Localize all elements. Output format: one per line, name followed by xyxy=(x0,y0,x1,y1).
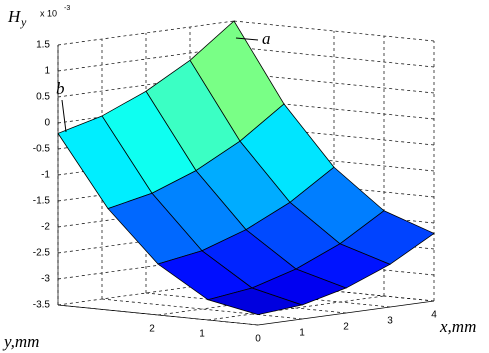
x-tick-label: 0 xyxy=(255,334,261,345)
z-tick-label: -1.5 xyxy=(33,196,51,207)
y-label: y,mm xyxy=(2,332,39,351)
z-tick-label: -3 xyxy=(41,274,50,285)
exponent-base: x 10 xyxy=(40,8,57,18)
z-tick-label: 0 xyxy=(44,118,50,129)
y-tick-label: 2 xyxy=(149,324,155,335)
x-tick-label: 3 xyxy=(387,316,393,327)
z-tick-label: 0.5 xyxy=(36,92,50,103)
surface-patch xyxy=(206,287,304,316)
labels: H y x 10 -3 x,mm y,mm a b xyxy=(2,5,476,351)
z-tick-label: 1.5 xyxy=(36,40,50,51)
z-tick-label: -0.5 xyxy=(33,144,51,155)
z-tick-label: 1 xyxy=(44,66,50,77)
annotation-leader xyxy=(61,99,67,133)
x-tick-label: 4 xyxy=(431,310,437,321)
x-tick-label: 1 xyxy=(299,328,305,339)
z-label-sub: y xyxy=(20,15,27,29)
z-label: H xyxy=(7,7,22,26)
y-tick-label: 1 xyxy=(199,329,205,340)
z-tick-label: -2.5 xyxy=(33,248,51,259)
z-tick-label: -1 xyxy=(41,170,50,181)
x-label: x,mm xyxy=(439,317,476,336)
surface xyxy=(57,20,435,316)
z-tick-label: -3.5 xyxy=(33,300,51,311)
annotation-leader xyxy=(235,37,259,41)
annotation: b xyxy=(56,79,65,98)
annotation: a xyxy=(262,29,271,48)
x-tick-label: 2 xyxy=(343,322,349,333)
exponent-power: -3 xyxy=(64,5,70,12)
z-tick-label: -2 xyxy=(41,222,50,233)
